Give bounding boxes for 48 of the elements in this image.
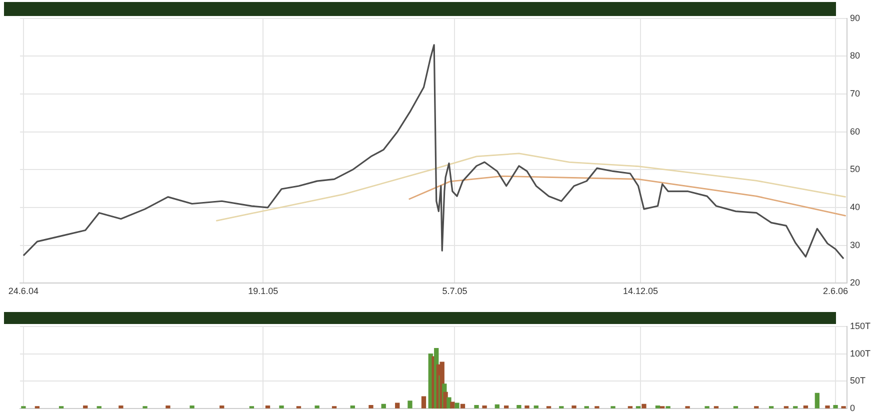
bar (454, 402, 460, 408)
bar (265, 406, 270, 408)
y-tick-label: 60 (850, 126, 860, 136)
bar (350, 406, 355, 408)
bar (572, 406, 576, 408)
x-tick-label: 5.7.05 (442, 286, 468, 296)
y-tick-label: 50 (850, 164, 860, 174)
bar (190, 406, 194, 408)
y-tick-label: 30 (850, 240, 860, 250)
bar (803, 406, 808, 408)
x-tick-label: 24.6.04 (8, 286, 38, 296)
bar (421, 396, 426, 408)
y-tick-label: 0 (850, 403, 856, 414)
bar (460, 404, 466, 408)
bar (524, 406, 530, 408)
bar (118, 406, 124, 408)
y-tick-label: 90 (850, 12, 860, 23)
bar (450, 402, 455, 408)
x-tick-label: 2.6.06 (823, 286, 848, 296)
bar (166, 406, 170, 408)
bar (494, 404, 500, 408)
y-tick-label: 20 (850, 278, 860, 288)
y-tick-label: 100T (850, 348, 872, 358)
bar (833, 404, 838, 408)
bar (474, 404, 479, 408)
bar (642, 404, 646, 408)
bar (534, 406, 538, 408)
y-tick-label: 80 (850, 50, 860, 61)
bar (368, 404, 374, 408)
bar (83, 406, 88, 408)
bar (825, 406, 830, 408)
bar (482, 406, 487, 408)
bar (516, 404, 522, 408)
y-tick-label: 150T (850, 320, 872, 331)
bar (381, 404, 386, 408)
bar (395, 402, 400, 408)
bar (220, 406, 224, 408)
x-tick-label: 14.12.05 (623, 286, 658, 296)
bar (279, 406, 284, 408)
y-tick-label: 40 (850, 202, 860, 212)
y-tick-label: 50T (850, 376, 866, 386)
bar (314, 406, 320, 408)
bar (504, 406, 509, 408)
bar (408, 400, 412, 408)
bar (814, 392, 820, 408)
y-tick-label: 70 (850, 88, 860, 99)
bar (655, 406, 660, 408)
x-tick-label: 19.1.05 (248, 286, 278, 296)
